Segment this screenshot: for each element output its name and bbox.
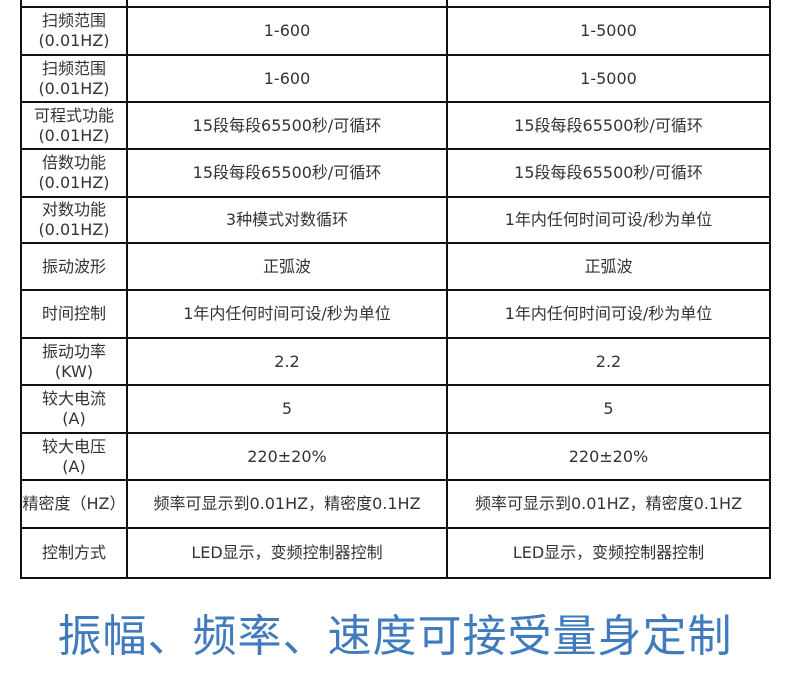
row-unit: (KW) — [54, 361, 94, 381]
row-unit: (A) — [62, 409, 86, 428]
value-model-b: 频率可显示到0.01HZ，精密度0.1HZ — [446, 479, 771, 529]
row-label: 对数功能 (0.01HZ) — [20, 196, 128, 244]
value-model-b: LED显示，变频控制器控制 — [446, 527, 771, 579]
value-model-b: 220±20% — [446, 432, 771, 481]
row-label-text: 精密度（HZ） — [22, 494, 126, 513]
table-row: 可程式功能 (0.01HZ) 15段每段65500秒/可循环 15段每段65500秒/… — [20, 101, 771, 150]
footer-title: 振幅、频率、速度可接受量身定制 — [57, 611, 733, 662]
row-label-text: 时间控制 — [41, 304, 106, 323]
value-model-a: 1-600 — [126, 6, 448, 56]
value-model-b: 1-5000 — [446, 6, 771, 56]
table-row-partial — [20, 0, 771, 8]
row-label-text: 振动功率 — [41, 341, 106, 361]
row-unit: (0.01HZ) — [38, 125, 110, 145]
value-model-a: 15段每段65500秒/可循环 — [126, 101, 448, 150]
row-label-text: 扫频范围 — [41, 58, 106, 78]
table-row: 振动功率 (KW) 2.2 2.2 — [20, 337, 771, 386]
value-model-a: 15段每段65500秒/可循环 — [126, 148, 448, 198]
value-model-a: 5 — [126, 384, 448, 434]
row-label-text: 控制方式 — [41, 543, 106, 562]
value-model-b: 1年内任何时间可设/秒为单位 — [446, 289, 771, 339]
value-model-b: 1年内任何时间可设/秒为单位 — [446, 196, 771, 244]
value-model-a: 220±20% — [126, 432, 448, 481]
row-label: 扫频范围 (0.01HZ) — [20, 54, 128, 103]
row-label: 可程式功能 (0.01HZ) — [20, 101, 128, 150]
spec-table: 扫频范围 (0.01HZ) 1-600 1-5000 扫频范围 (0.01HZ) 1-600… — [20, 0, 771, 579]
table-row: 较大电压 (A) 220±20% 220±20% — [20, 432, 771, 481]
table-row: 较大电流 (A) 5 5 — [20, 384, 771, 434]
row-unit: (0.01HZ) — [38, 220, 110, 239]
value-model-a: 1年内任何时间可设/秒为单位 — [126, 289, 448, 339]
value-model-a: 1-600 — [126, 54, 448, 103]
value-model-a: 2.2 — [126, 337, 448, 386]
value-model-a: LED显示，变频控制器控制 — [126, 527, 448, 579]
row-label-text: 倍数功能 — [41, 153, 106, 172]
table-row: 扫频范围 (0.01HZ) 1-600 1-5000 — [20, 6, 771, 56]
value-model-b: 2.2 — [446, 337, 771, 386]
row-unit: (0.01HZ) — [38, 31, 110, 50]
value-model-a: 3种模式对数循环 — [126, 196, 448, 244]
table-row: 对数功能 (0.01HZ) 3种模式对数循环 1年内任何时间可设/秒为单位 — [20, 196, 771, 244]
table-row: 精密度（HZ） 频率可显示到0.01HZ，精密度0.1HZ 频率可显示到0.01HZ… — [20, 479, 771, 529]
value-model-b: 正弧波 — [446, 242, 771, 291]
row-label-text: 扫频范围 — [41, 11, 106, 30]
row-label: 扫频范围 (0.01HZ) — [20, 6, 128, 56]
value-model-a: 正弧波 — [126, 242, 448, 291]
table-row: 振动波形 正弧波 正弧波 — [20, 242, 771, 291]
table-row: 控制方式 LED显示，变频控制器控制 LED显示，变频控制器控制 — [20, 527, 771, 579]
value-model-b: 15段每段65500秒/可循环 — [446, 148, 771, 198]
table-row: 扫频范围 (0.01HZ) 1-600 1-5000 — [20, 54, 771, 103]
row-label-text: 可程式功能 — [33, 105, 114, 125]
row-label: 较大电压 (A) — [20, 432, 128, 481]
row-unit: (A) — [62, 456, 86, 476]
row-label-text: 对数功能 — [41, 200, 106, 219]
row-label: 精密度（HZ） — [20, 479, 128, 529]
row-unit: (0.01HZ) — [38, 78, 110, 98]
table-row: 时间控制 1年内任何时间可设/秒为单位 1年内任何时间可设/秒为单位 — [20, 289, 771, 339]
row-label-text: 振动波形 — [41, 256, 106, 276]
row-label-text: 较大电流 — [41, 389, 106, 408]
row-label: 时间控制 — [20, 289, 128, 339]
table-row: 倍数功能 (0.01HZ) 15段每段65500秒/可循环 15段每段65500秒/可… — [20, 148, 771, 198]
row-label: 倍数功能 (0.01HZ) — [20, 148, 128, 198]
row-label-text: 较大电压 — [41, 436, 106, 456]
value-model-b: 5 — [446, 384, 771, 434]
value-model-a: 频率可显示到0.01HZ，精密度0.1HZ — [126, 479, 448, 529]
row-label: 振动波形 — [20, 242, 128, 291]
value-model-b: 1-5000 — [446, 54, 771, 103]
row-unit: (0.01HZ) — [38, 173, 110, 192]
row-label: 振动功率 (KW) — [20, 337, 128, 386]
row-label: 控制方式 — [20, 527, 128, 579]
value-model-b: 15段每段65500秒/可循环 — [446, 101, 771, 150]
row-label: 较大电流 (A) — [20, 384, 128, 434]
